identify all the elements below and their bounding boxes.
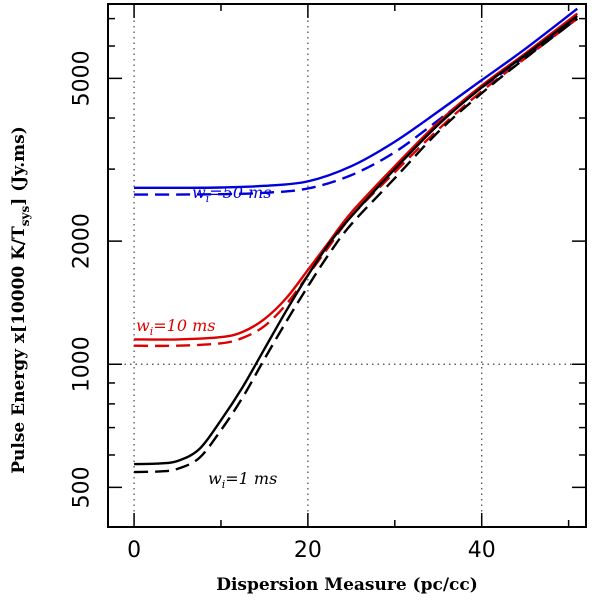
- series-group: [134, 7, 579, 474]
- y-axis-title-main: Pulse Energy x[10000 K/T: [9, 226, 29, 474]
- series-line-50ms-solid: [134, 7, 579, 190]
- tick-labels: 0 20 40 500 1000 2000 5000: [70, 50, 496, 563]
- annotation-subscript: i: [206, 192, 210, 205]
- annotation-subscript: i: [222, 478, 226, 491]
- y-axis-title-tail: ] (Jy.ms): [9, 126, 29, 206]
- series-annotation: wi=50 ms: [192, 183, 271, 205]
- annotation-symbol: w: [136, 316, 150, 335]
- series-line-50ms-dashed: [134, 17, 579, 196]
- y-tick-label: 500: [70, 466, 95, 508]
- x-tick-label: 40: [468, 538, 496, 563]
- annotation-symbol: w: [208, 469, 222, 488]
- x-tick-label: 20: [294, 538, 322, 563]
- series-line-10ms-solid: [134, 12, 579, 341]
- series-annotation: wi=1 ms: [208, 469, 277, 491]
- annotation-symbol: w: [192, 183, 206, 202]
- axis-ticks: [108, 4, 586, 527]
- x-axis-title: Dispersion Measure (pc/cc): [216, 575, 478, 595]
- y-axis-title-subscript: sys: [18, 205, 32, 226]
- series-line-1ms-solid: [134, 15, 579, 466]
- x-tick-label: 0: [127, 538, 141, 563]
- series-line-1ms-dashed: [134, 17, 579, 474]
- annotation-value: =1 ms: [225, 469, 277, 488]
- y-tick-label: 5000: [70, 50, 95, 106]
- y-tick-label: 2000: [70, 213, 95, 269]
- y-tick-label: 1000: [70, 336, 95, 392]
- y-axis-title: Pulse Energy x[10000 K/Tsys] (Jy.ms): [9, 126, 32, 474]
- reference-lines: [108, 4, 586, 527]
- series-annotation: wi=10 ms: [136, 316, 215, 338]
- annotation-value: =50 ms: [209, 183, 271, 202]
- annotation-subscript: i: [150, 325, 154, 338]
- annotation-value: =10 ms: [153, 316, 215, 335]
- plot-frame: [107, 3, 587, 528]
